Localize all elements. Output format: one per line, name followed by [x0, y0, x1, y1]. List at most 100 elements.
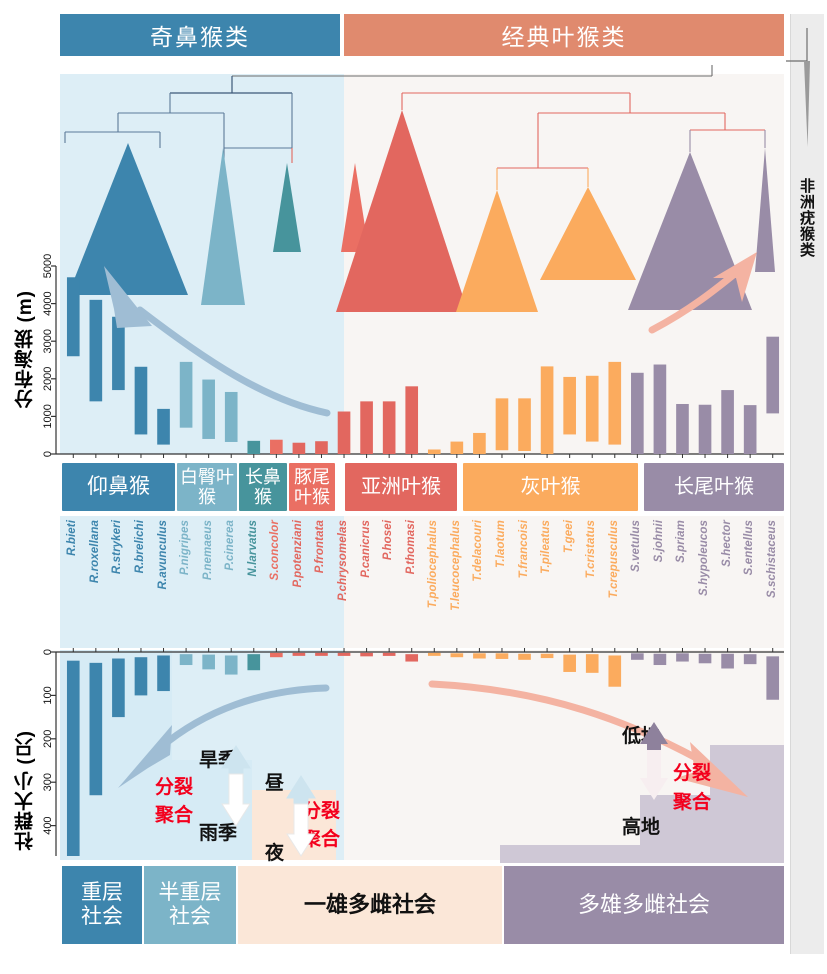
group-size-bar — [337, 652, 351, 656]
panel-bg-species-strip — [60, 516, 344, 648]
arrow-group-salmon — [428, 680, 748, 797]
group-size-bar — [631, 653, 644, 660]
outgroup-strip — [790, 14, 824, 954]
group-size-bar — [66, 660, 80, 856]
group-size-bar — [112, 658, 125, 718]
group-chip-0[interactable]: 仰鼻猴 — [62, 463, 175, 511]
group-size-bar — [427, 652, 441, 656]
phylogenetic-tree — [64, 65, 775, 312]
group-chip-6[interactable]: 长尾叶猴 — [644, 463, 784, 511]
arrow-group-blue — [118, 684, 330, 788]
group-size-bar — [585, 654, 599, 673]
group-size-bar — [270, 652, 283, 658]
group-chip-3[interactable]: 豚尾叶猴 — [289, 463, 335, 511]
svg-text:3000: 3000 — [42, 329, 54, 353]
svg-text:200: 200 — [42, 730, 54, 748]
group-size-chart: 0 100 200 300 400 — [42, 648, 784, 856]
clade-triangle-presbytis — [336, 110, 468, 312]
group-size-bar — [292, 652, 306, 656]
elev-bar — [585, 375, 599, 442]
group-size-bar — [450, 653, 464, 658]
society-chip-1[interactable]: 半重层 社会 — [144, 866, 236, 944]
elev-bar — [540, 366, 554, 454]
society-chip-3-label: 多雄多雌社会 — [577, 892, 710, 918]
group-size-bar — [179, 654, 193, 666]
elev-bar — [676, 403, 689, 454]
group-size-bar — [473, 653, 486, 659]
elev-bar — [766, 336, 780, 414]
elev-bar — [721, 390, 734, 454]
group-size-bar — [518, 653, 531, 660]
elev-bar — [202, 379, 215, 439]
elev-bar — [179, 361, 193, 428]
group-size-bar — [89, 662, 103, 796]
annotation-highland: 高地 — [622, 817, 661, 838]
group-size-bar — [134, 657, 148, 696]
trend-arrows — [104, 252, 757, 797]
annotation-fission-3: 分裂 — [673, 763, 712, 784]
society-chip-2-label: 一雄多雌社会 — [303, 892, 436, 918]
svg-text:300: 300 — [42, 773, 54, 791]
elev-bar — [698, 404, 712, 454]
group-size-bar — [202, 654, 215, 670]
annotation-fusion-3: 聚合 — [673, 792, 712, 813]
elev-bar — [518, 398, 531, 451]
society-chip-0[interactable]: 重层 社会 — [62, 866, 142, 944]
group-size-bar — [495, 653, 509, 659]
clade-banner-classic-langur: 经典叶猴类 — [344, 14, 784, 56]
elev-bar — [608, 361, 622, 445]
group-size-bar — [382, 652, 396, 656]
annotation-fusion-1: 聚合 — [155, 805, 194, 826]
clade-triangle-trachy-a — [456, 190, 538, 312]
elev-bar — [653, 364, 667, 454]
fission-fusion-arrows — [221, 722, 668, 857]
elev-bar — [247, 440, 261, 454]
clade-triangle-rhinopithecus — [68, 143, 188, 295]
annotation-night: 夜 — [265, 843, 285, 864]
group-chip-4[interactable]: 亚洲叶猴 — [345, 463, 457, 511]
society-chip-2[interactable]: 一雄多雌社会 — [238, 866, 502, 944]
clade-triangle-semnopith — [628, 152, 752, 310]
elev-bar — [360, 401, 373, 454]
elev-bar — [405, 386, 419, 454]
elev-bar — [495, 398, 509, 451]
group-chip-2[interactable]: 长鼻猴 — [239, 463, 287, 511]
elev-bar — [382, 401, 396, 454]
clade-triangle-s-schist — [755, 148, 775, 272]
svg-text:2000: 2000 — [42, 367, 54, 391]
society-chip-3[interactable]: 多雄多雌社会 — [504, 866, 784, 944]
svg-text:4000: 4000 — [42, 291, 54, 315]
svg-text:0: 0 — [42, 649, 54, 655]
panel-bg-species-strip-right — [344, 516, 784, 648]
group-chip-1[interactable]: 白臀叶猴 — [177, 463, 237, 511]
society-shade-mmu-c — [500, 845, 784, 863]
group-size-bar — [653, 653, 667, 666]
clade-triangle-trachy-b — [540, 187, 636, 280]
elev-bar — [224, 391, 238, 442]
group-size-bar — [608, 655, 622, 687]
group-size-bar — [157, 655, 170, 692]
elevation-chart: 0 1000 2000 3000 4000 5000 — [42, 254, 784, 458]
group-chip-5[interactable]: 灰叶猴 — [463, 463, 638, 511]
elev-bar — [743, 405, 757, 454]
clade-triangle-simias — [341, 163, 369, 252]
clade-triangle-pygathrix — [201, 148, 245, 305]
group-size-bar — [698, 653, 712, 664]
elev-bar — [563, 376, 576, 435]
annotation-fission-2: 分裂 — [302, 801, 341, 822]
annotation-fission-1: 分裂 — [155, 777, 194, 798]
arrow-updown-altitude — [640, 722, 668, 800]
outgroup-branch — [786, 28, 810, 147]
svg-text:0: 0 — [42, 451, 54, 457]
annotation-day: 昼 — [265, 773, 285, 794]
elev-bar — [450, 441, 464, 454]
group-size-bar — [721, 653, 734, 669]
group-size-bar — [224, 655, 238, 675]
clade-triangle-nasalis — [273, 163, 301, 252]
group-size-bar — [563, 654, 576, 672]
outgroup-label: 非洲疣猴类 — [798, 178, 815, 258]
arrow-elev-blue — [104, 266, 331, 417]
group-size-bar — [360, 652, 373, 657]
elev-bar — [315, 441, 328, 454]
